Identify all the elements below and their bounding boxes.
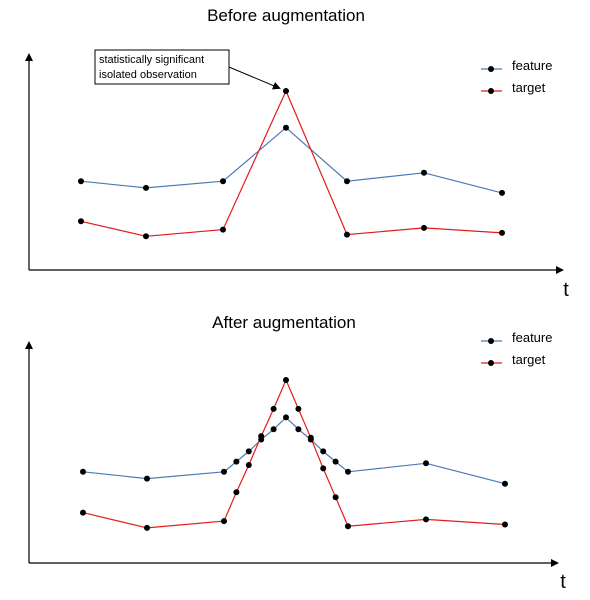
data-point-feature xyxy=(245,448,252,455)
legend: feature target xyxy=(481,58,552,95)
callout-arrow xyxy=(228,66,281,90)
data-point-target xyxy=(143,233,149,240)
legend: feature target xyxy=(481,330,552,367)
data-point-feature xyxy=(220,178,226,185)
data-point-target xyxy=(332,494,339,501)
data-point-target xyxy=(270,405,277,412)
series-layer xyxy=(78,88,505,240)
data-point-target xyxy=(320,465,327,472)
data-point-feature xyxy=(144,475,150,482)
data-point-feature xyxy=(344,178,350,185)
panel-before: Before augmentation t statistically sign… xyxy=(25,6,569,301)
series-line-target xyxy=(82,378,506,529)
data-point-feature xyxy=(332,458,339,465)
data-point-feature xyxy=(270,426,277,433)
annotation-callout: statistically significant isolated obser… xyxy=(94,49,281,90)
legend-target-marker xyxy=(488,360,494,366)
callout-line-1: statistically significant xyxy=(99,54,204,66)
chart-title: After augmentation xyxy=(212,313,356,332)
data-point-feature xyxy=(423,460,429,467)
data-point-feature xyxy=(221,468,227,475)
data-point-feature xyxy=(502,480,508,487)
data-point-target xyxy=(233,489,240,496)
legend-target-label: target xyxy=(512,352,546,367)
data-point-feature xyxy=(499,189,505,196)
data-point-feature xyxy=(345,468,351,475)
data-point-target xyxy=(221,518,227,525)
data-point-target xyxy=(423,516,429,523)
data-point-target xyxy=(344,231,350,238)
data-point-target xyxy=(307,434,314,441)
data-point-target xyxy=(499,229,505,236)
data-point-feature xyxy=(283,124,289,131)
data-point-feature xyxy=(233,458,240,465)
panel-after: After augmentation t feature target xyxy=(25,313,566,593)
data-point-feature xyxy=(143,184,149,191)
data-point-target xyxy=(258,433,265,440)
series-line-target xyxy=(80,89,503,237)
data-point-target xyxy=(295,405,302,412)
legend-target-marker xyxy=(488,88,494,94)
data-point-target xyxy=(283,88,289,94)
data-point-target xyxy=(502,521,508,528)
legend-feature-label: feature xyxy=(512,330,552,345)
callout-line-2: isolated observation xyxy=(99,69,197,81)
data-point-target xyxy=(144,524,150,531)
data-point-feature xyxy=(295,426,302,433)
x-axis-label: t xyxy=(560,571,566,593)
data-point-feature xyxy=(320,448,327,455)
legend-feature-marker xyxy=(488,66,494,72)
x-axis-label: t xyxy=(563,279,569,301)
data-point-feature xyxy=(80,468,86,475)
data-point-target xyxy=(78,218,84,225)
series-layer xyxy=(80,377,508,531)
legend-feature-label: feature xyxy=(512,58,552,73)
data-point-feature xyxy=(78,178,84,185)
data-point-target xyxy=(283,377,289,383)
series-line-feature xyxy=(80,126,503,194)
data-point-feature xyxy=(421,169,427,176)
chart-title: Before augmentation xyxy=(207,6,365,25)
data-point-target xyxy=(245,462,252,468)
series-line-feature xyxy=(82,416,506,485)
legend-target-label: target xyxy=(512,80,546,95)
data-point-target xyxy=(80,509,86,516)
data-point-target xyxy=(345,523,351,530)
legend-feature-marker xyxy=(488,338,494,344)
data-point-feature xyxy=(283,414,289,421)
data-point-target xyxy=(220,226,226,233)
data-point-target xyxy=(421,224,427,231)
callout-box xyxy=(94,49,230,85)
